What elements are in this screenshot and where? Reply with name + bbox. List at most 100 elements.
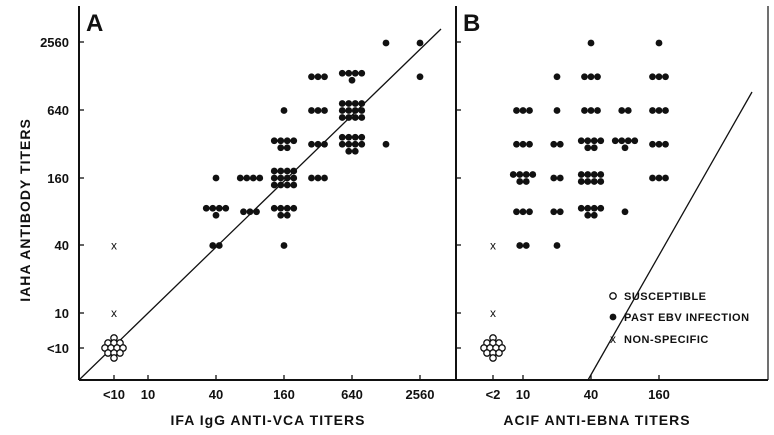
- data-point: [277, 174, 285, 182]
- data-point: [577, 178, 585, 185]
- x-tick-label: 10: [141, 387, 155, 402]
- data-point: [556, 174, 564, 182]
- x-axis-title: IFA IgG ANTI-VCA TITERS: [171, 412, 366, 428]
- data-point: [489, 354, 497, 362]
- data-point: [577, 171, 585, 178]
- data-point: [308, 107, 315, 114]
- data-point: [516, 178, 524, 185]
- data-point: [270, 181, 278, 189]
- data-point: [655, 174, 663, 182]
- data-point: [351, 107, 359, 114]
- data-point: [590, 144, 598, 152]
- data-point: [526, 140, 533, 148]
- data-point: [519, 140, 527, 148]
- data-point: [283, 174, 291, 182]
- y-tick-label: 640: [47, 103, 69, 118]
- data-point: [209, 242, 217, 249]
- x-tick-label: 160: [648, 387, 670, 402]
- data-point: [590, 211, 598, 219]
- data-point: [277, 144, 285, 152]
- data-point: [283, 204, 291, 212]
- data-point: [550, 174, 558, 182]
- data-point: [358, 69, 366, 77]
- data-point: [321, 107, 328, 114]
- data-point: [290, 174, 298, 182]
- data-point: [611, 137, 619, 145]
- panel-b: <2 10 40 160 ACIF ANTI-EBNA TITERS Bx x: [455, 6, 769, 428]
- data-point: [270, 137, 278, 145]
- data-point: [283, 137, 291, 145]
- x-tick-label: 160: [273, 387, 295, 402]
- data-point: [553, 107, 561, 114]
- data-point: [509, 171, 517, 178]
- data-point: [662, 174, 669, 182]
- x-tick-label: <10: [103, 387, 125, 402]
- data-point: [522, 242, 530, 249]
- y-tick-label: <10: [47, 341, 69, 356]
- data-point: [577, 204, 585, 212]
- data-point: [590, 171, 598, 178]
- data-point: [553, 242, 561, 249]
- data-point: [522, 171, 530, 178]
- data-point: [594, 107, 601, 114]
- reference-line: [587, 91, 753, 381]
- data-point: [209, 204, 217, 212]
- data-point: [609, 313, 617, 321]
- data-point: [283, 181, 291, 189]
- data-point: [280, 242, 288, 249]
- data-point: [513, 140, 520, 148]
- data-point: [283, 144, 291, 152]
- data-point: [290, 181, 298, 189]
- data-point: [277, 181, 285, 189]
- data-point: [584, 204, 592, 212]
- data-point: x: [111, 306, 117, 320]
- data-point: [243, 174, 251, 182]
- data-point: [338, 114, 346, 121]
- data-point: [618, 137, 626, 145]
- data-point: [631, 137, 639, 145]
- data-point: [212, 174, 220, 182]
- data-point: [321, 73, 328, 81]
- data-point: [358, 114, 366, 121]
- panel-label: B: [463, 10, 480, 37]
- data-point: [624, 137, 632, 145]
- data-point: [321, 174, 328, 182]
- data-point: [253, 208, 260, 216]
- data-point: [283, 211, 291, 219]
- data-point: [351, 133, 359, 141]
- y-tick-label: 40: [55, 238, 69, 253]
- legend-label: NON-SPECIFIC: [624, 334, 709, 346]
- data-point: [215, 242, 223, 249]
- data-point: [314, 73, 322, 81]
- data-point: [584, 178, 592, 185]
- data-point: [649, 73, 656, 81]
- data-point: [609, 292, 617, 300]
- data-point: [382, 39, 390, 47]
- data-point: [277, 204, 285, 212]
- data-point: [290, 137, 298, 145]
- data-point: [597, 204, 605, 212]
- y-axis-title: IAHA ANTIBODY TITERS: [17, 118, 33, 302]
- data-point: [550, 140, 558, 148]
- data-point: [594, 73, 601, 81]
- data-point: [236, 174, 244, 182]
- data-point: [358, 107, 366, 114]
- data-point: [577, 137, 585, 145]
- panel-label: A: [86, 10, 103, 37]
- data-point: [529, 171, 537, 178]
- data-point: [345, 114, 353, 121]
- reference-line: [78, 28, 442, 381]
- data-point: [519, 208, 527, 216]
- legend: SUSCEPTIBLE PAST EBV INFECTION x NON-SPECIF…: [609, 291, 749, 346]
- data-point: x: [490, 306, 496, 320]
- x-tick-label: 640: [341, 387, 363, 402]
- data-point: [246, 208, 254, 216]
- data-point: [553, 73, 561, 81]
- data-point: [345, 147, 353, 155]
- data-point: [240, 208, 247, 216]
- data-point: [655, 107, 663, 114]
- x-tick-label: 40: [584, 387, 598, 402]
- data-point: [110, 354, 118, 362]
- data-point: [338, 133, 346, 141]
- data-point: [513, 107, 520, 114]
